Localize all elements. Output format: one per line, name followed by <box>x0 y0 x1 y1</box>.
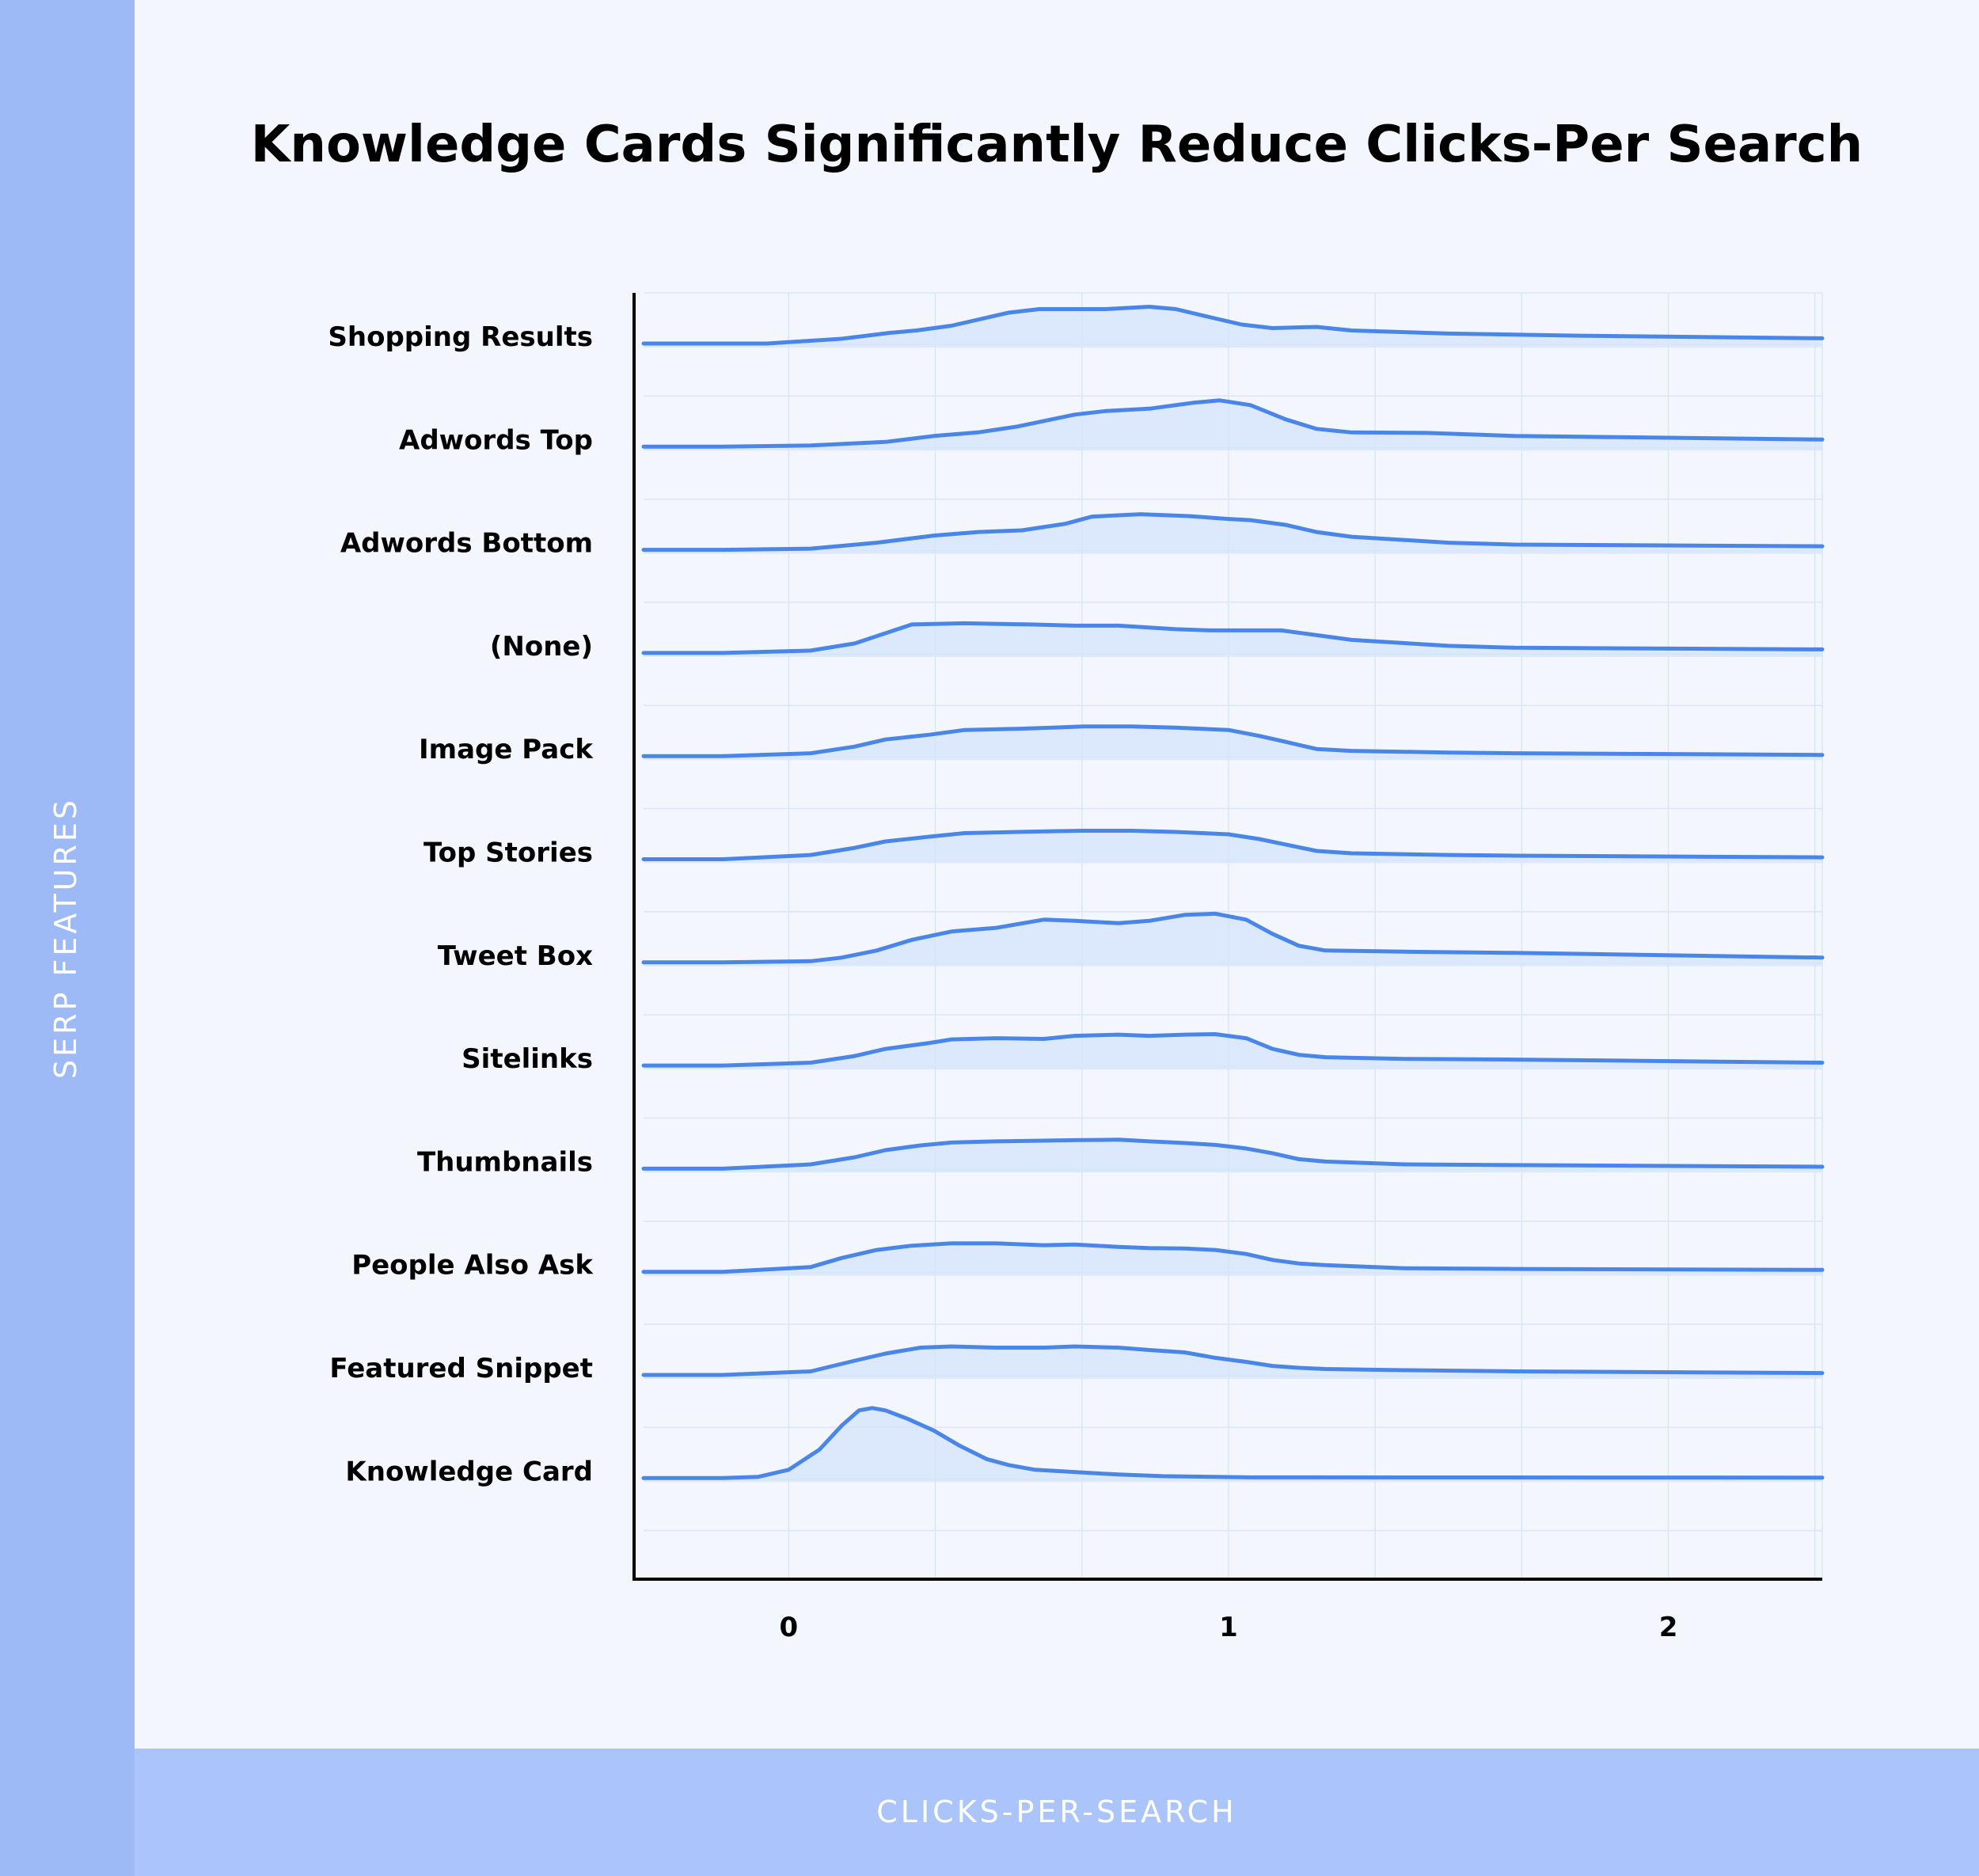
ridge-line <box>641 1406 1825 1480</box>
ridge-line <box>641 512 1825 553</box>
ridge-area <box>644 623 1822 657</box>
ridge-line <box>641 1344 1825 1377</box>
x-tick-label: 0 <box>780 1612 799 1643</box>
ridge-area <box>644 1346 1822 1379</box>
series-label: Image Pack <box>419 734 594 765</box>
series-label: People Also Ask <box>351 1250 594 1282</box>
ridge-area <box>644 306 1822 347</box>
ridge-line <box>641 398 1825 449</box>
series-label: Top Stories <box>424 837 593 869</box>
ridge-line <box>641 724 1825 758</box>
x-tick-label: 2 <box>1659 1612 1678 1643</box>
y-axis-label: SERP FEATURES <box>48 797 83 1079</box>
ridge-line <box>641 829 1825 861</box>
x-tick-labels: 0 1 2 <box>780 1612 1678 1643</box>
series-label: Featured Snippet <box>329 1353 593 1384</box>
axes <box>632 293 1822 1581</box>
series-label: Adwords Top <box>399 424 593 456</box>
ridge-line <box>641 1241 1825 1274</box>
left-axis-band <box>0 0 135 1876</box>
series-labels: Shopping Results Adwords Top Adwords Botto… <box>328 321 594 1487</box>
x-axis-label: CLICKS-PER-SEARCH <box>876 1794 1236 1829</box>
series-label: Shopping Results <box>328 321 593 353</box>
ridge-line <box>641 1137 1825 1171</box>
ridge-line <box>641 1032 1825 1068</box>
bottom-axis-band <box>135 1749 1979 1876</box>
ridge-area <box>644 1407 1822 1483</box>
ridge-area <box>644 1139 1822 1173</box>
ridge-line <box>641 911 1825 965</box>
series-label: Adwords Bottom <box>340 528 593 560</box>
chart-title: Knowledge Cards Significantly Reduce Cli… <box>251 116 1863 174</box>
series-label: Thumbnails <box>417 1146 593 1178</box>
ridge-area <box>644 1243 1822 1276</box>
series-label: Tweet Box <box>438 940 593 972</box>
ridge-area <box>644 1034 1822 1070</box>
x-tick-label: 1 <box>1219 1612 1238 1643</box>
series-label: Sitelinks <box>462 1043 593 1075</box>
ridge-area <box>644 514 1822 554</box>
ridges <box>641 305 1825 1483</box>
series-label: (None) <box>490 631 593 663</box>
series-label: Knowledge Card <box>345 1456 593 1487</box>
ridge-line <box>641 305 1825 346</box>
ridge-line <box>641 621 1825 655</box>
ridge-area <box>644 830 1822 864</box>
